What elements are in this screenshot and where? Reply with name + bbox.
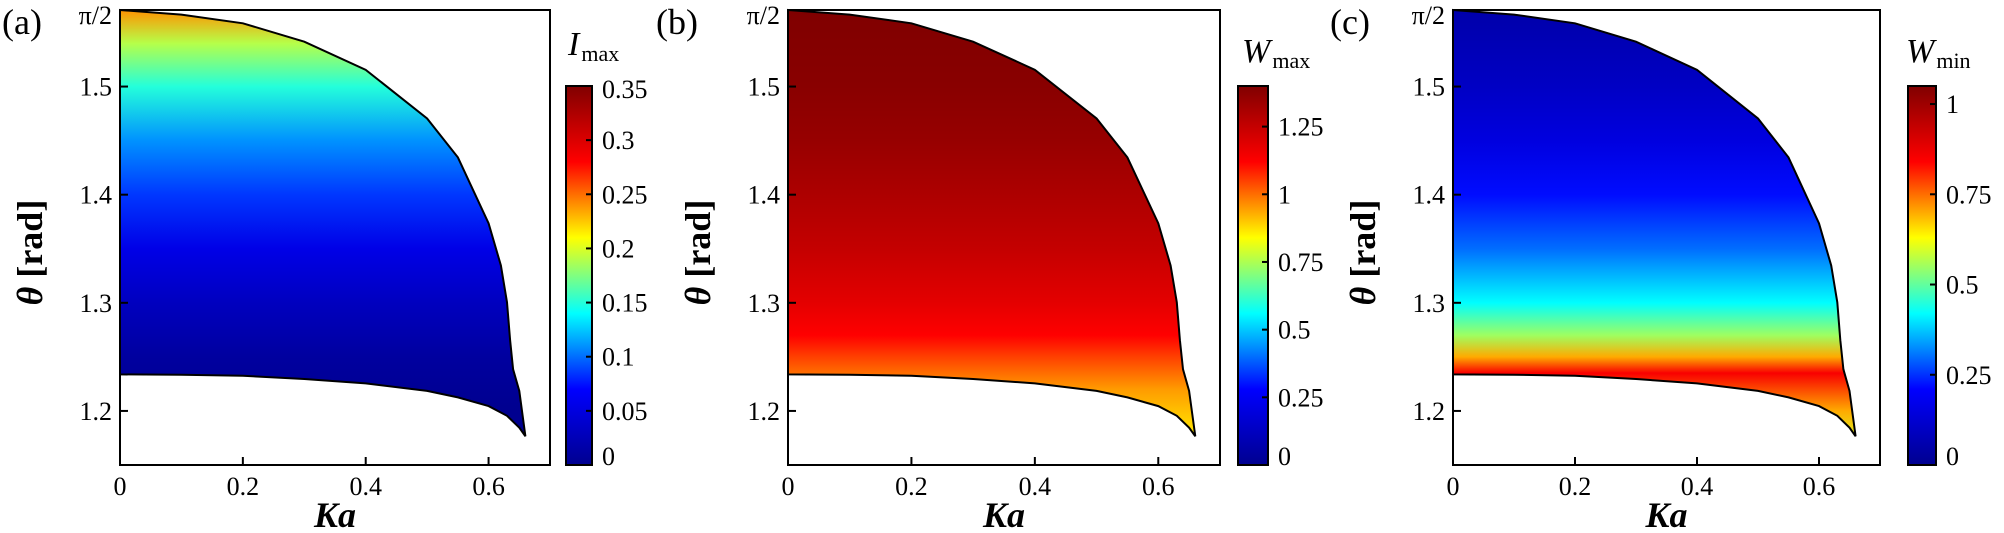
x-tick-label: 0.2 [895,472,928,501]
y-axis-label: θ [rad] [1343,200,1383,306]
colorbar-tick-label: 0.75 [1278,248,1324,277]
colorbar-tick-label: 0.75 [1946,180,1992,209]
y-tick-label: 1.2 [80,397,113,426]
colorbar-tick-label: 0.25 [1946,361,1992,390]
field-region [119,8,527,437]
y-tick-label: 1.3 [1413,289,1446,318]
panel-a: 0 0.2 0.4 0.6 1.2 1.3 1.4 1.5 π/2 Ka θ [rad] (a) 0 0.… [2,1,648,533]
colorbar-tick-label: 0.1 [602,343,635,372]
y-tick-label: π/2 [747,1,780,30]
x-axis-label: Ka [313,495,356,533]
y-tick-label: 1.4 [748,181,781,210]
x-tick-label: 0.2 [1559,472,1592,501]
x-tick-label: 0.4 [349,472,382,501]
y-tick-label: 1.2 [1413,397,1446,426]
panel-label: (a) [2,2,42,42]
colorbar-tick-label: 0.25 [602,180,648,209]
colorbar-tick-label: 1 [1946,90,1959,119]
x-tick-label: 0.4 [1681,472,1714,501]
y-tick-label: 1.3 [80,289,113,318]
y-tick-label: 1.2 [748,397,781,426]
x-axis-label: Ka [1644,495,1687,533]
axes-frame [1452,9,1881,466]
x-tick-label: 0.6 [1142,472,1175,501]
y-tick-label: π/2 [1412,1,1445,30]
y-axis-label: θ [rad] [678,200,718,306]
colorbar-tick-label: 0 [602,442,615,471]
axes-frame [787,9,1221,466]
colorbar-tick-label: 0 [1278,442,1291,471]
colorbar-title: Wmax [1242,33,1310,73]
colorbar-tick-label: 0.5 [1946,271,1979,300]
x-tick-label: 0 [782,472,795,501]
colorbar-tick-label: 0.2 [602,234,635,263]
y-tick-label: 1.5 [748,73,781,102]
colorbar-tick-label: 1 [1278,180,1291,209]
colorbar [1907,85,1937,466]
colorbar-tick-label: 0.3 [602,126,635,155]
x-tick-label: 0.4 [1019,472,1052,501]
y-tick-label: 1.4 [80,181,113,210]
x-tick-label: 0 [114,472,127,501]
field-region [1452,8,1857,437]
x-tick-label: 0.6 [1803,472,1836,501]
axes-frame [119,9,551,466]
y-tick-label: 1.5 [80,73,113,102]
colorbar-tick-label: 0.25 [1278,383,1324,412]
y-tick-label: π/2 [79,1,112,30]
colorbar-title: Imax [567,26,619,66]
panel-label: (c) [1330,2,1370,42]
colorbar-tick-label: 0 [1946,442,1959,471]
x-axis-label: Ka [982,495,1025,533]
colorbar-title: Wmin [1906,33,1971,73]
y-tick-label: 1.5 [1413,73,1446,102]
x-tick-label: 0 [1447,472,1460,501]
panel-label: (b) [656,2,698,42]
colorbar-tick-label: 0.05 [602,397,648,426]
panel-b: 0 0.2 0.4 0.6 1.2 1.3 1.4 1.5 π/2 Ka θ [rad] (b) 0 0.… [656,1,1324,533]
colorbar-tick-label: 0.5 [1278,316,1311,345]
colorbar-tick-label: 0.35 [602,75,648,104]
panel-c: 0 0.2 0.4 0.6 1.2 1.3 1.4 1.5 π/2 Ka θ [rad] (c) 0 0.… [1330,1,1992,533]
y-tick-label: 1.4 [1413,181,1446,210]
x-tick-label: 0.6 [472,472,505,501]
colorbar-tick-label: 0.15 [602,289,648,318]
colorbar [565,85,593,466]
colorbar [1237,85,1269,466]
y-tick-label: 1.3 [748,289,781,318]
field-region [787,8,1197,437]
y-axis-label: θ [rad] [10,200,50,306]
colorbar-tick-label: 1.25 [1278,113,1324,142]
x-tick-label: 0.2 [227,472,260,501]
